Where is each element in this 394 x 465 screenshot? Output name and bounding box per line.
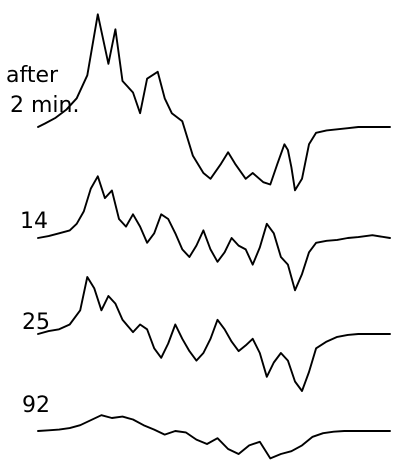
trace-after-2-min bbox=[37, 13, 391, 192]
trace-label-92: 92 bbox=[22, 393, 50, 418]
trace-25 bbox=[37, 276, 391, 392]
trace-label-25: 25 bbox=[22, 310, 50, 335]
trace-label-after: after bbox=[6, 63, 59, 88]
spectra-traces bbox=[37, 13, 391, 460]
trace-92 bbox=[37, 414, 391, 460]
trace-14 bbox=[37, 175, 391, 292]
trace-label-14: 14 bbox=[20, 209, 48, 234]
trace-label-2-min: 2 min. bbox=[10, 93, 79, 118]
